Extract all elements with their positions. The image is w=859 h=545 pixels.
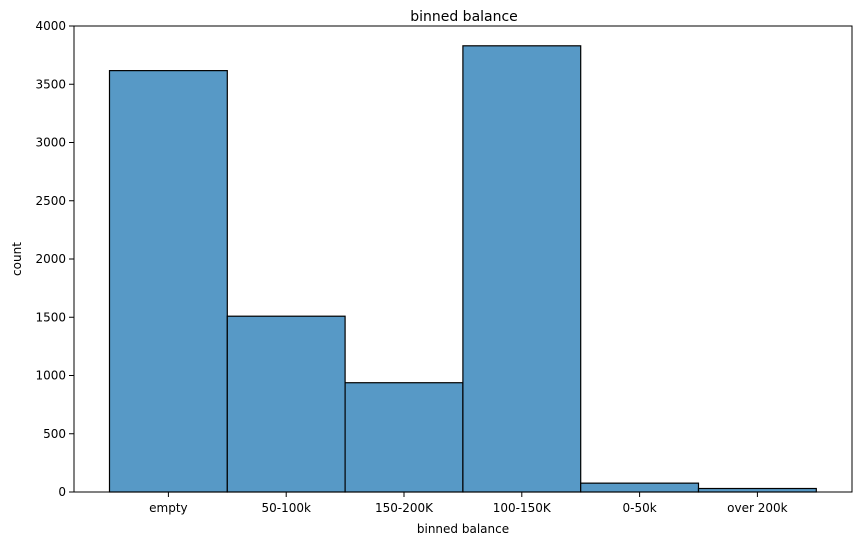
bars-group (108, 45, 817, 493)
x-tick-label: 100-150K (493, 501, 552, 515)
bar-100-150k (462, 45, 582, 493)
plot-frame (73, 25, 853, 493)
y-tick-label: 3000 (35, 136, 66, 150)
y-tick-label: 2500 (35, 194, 66, 208)
bar-0-50k (580, 482, 700, 493)
x-axis: empty 50-100k 150-200K 100-150K 0-50k over 20… (149, 492, 788, 515)
x-tick-label: 0-50k (623, 501, 657, 515)
x-tick-label: over 200k (727, 501, 787, 515)
bar-150-200k (344, 382, 464, 493)
chart-title: binned balance (410, 9, 518, 25)
y-tick-label: 1500 (35, 310, 66, 324)
bar-50-100k (226, 315, 346, 493)
x-tick-label: 150-200K (375, 501, 434, 515)
y-tick-label: 500 (43, 427, 66, 441)
x-tick-label: empty (149, 501, 188, 515)
y-axis-label: count (10, 242, 24, 276)
bar-over-200k (697, 487, 817, 493)
x-tick-label: 50-100k (261, 501, 311, 515)
y-tick-label: 2000 (35, 252, 66, 266)
y-tick-label: 3500 (35, 77, 66, 91)
y-tick-label: 1000 (35, 369, 66, 383)
x-axis-label: binned balance (417, 522, 509, 536)
y-axis: 0 500 1000 1500 2000 2500 3000 3500 4000 (35, 19, 74, 499)
bar-empty (108, 70, 228, 493)
y-tick-label: 0 (58, 485, 66, 499)
y-tick-label: 4000 (35, 19, 66, 33)
